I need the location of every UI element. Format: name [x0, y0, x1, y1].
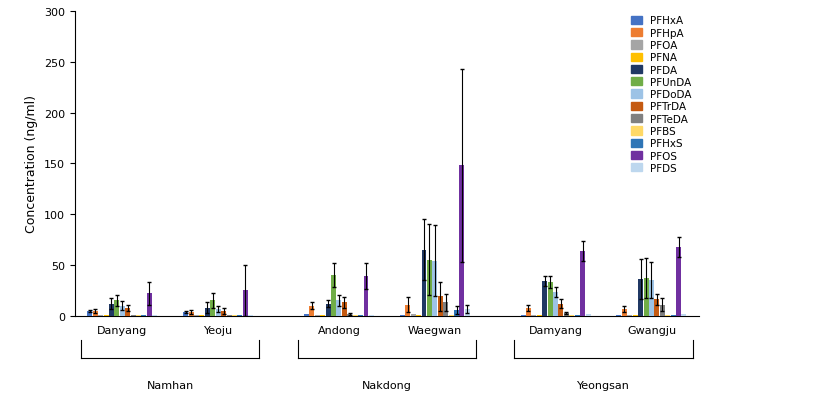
Bar	[660, 305, 665, 316]
Bar	[671, 315, 676, 316]
Bar	[347, 314, 352, 316]
Bar	[681, 314, 686, 316]
Bar	[342, 303, 347, 316]
Bar	[226, 315, 231, 316]
Bar	[666, 315, 671, 316]
Bar	[243, 291, 248, 316]
Bar	[320, 315, 325, 316]
Bar	[232, 315, 237, 316]
Bar	[136, 315, 141, 316]
Bar	[521, 315, 526, 316]
Bar	[433, 261, 438, 316]
Bar	[210, 301, 215, 316]
Bar	[125, 308, 130, 316]
Bar	[617, 315, 622, 316]
Text: Yeongsan: Yeongsan	[577, 380, 630, 390]
Bar	[336, 301, 341, 316]
Bar	[558, 304, 563, 316]
Bar	[644, 279, 649, 316]
Bar	[369, 315, 374, 316]
Bar	[87, 311, 92, 316]
Bar	[331, 275, 336, 316]
Bar	[147, 294, 152, 316]
Bar	[304, 314, 309, 316]
Bar	[553, 292, 558, 316]
Bar	[575, 315, 580, 316]
Bar	[649, 280, 654, 316]
Bar	[364, 276, 369, 316]
Bar	[358, 315, 363, 316]
Bar	[537, 315, 542, 316]
Bar	[622, 309, 626, 316]
Bar	[314, 315, 319, 316]
Bar	[200, 315, 205, 316]
Bar	[676, 247, 681, 316]
Bar	[353, 315, 358, 316]
Bar	[194, 315, 199, 316]
Bar	[427, 260, 432, 316]
Bar	[98, 315, 103, 316]
Bar	[400, 315, 405, 316]
Bar	[638, 279, 643, 316]
Bar	[627, 315, 632, 316]
Bar	[152, 315, 157, 316]
Bar	[416, 315, 421, 316]
Bar	[443, 303, 448, 316]
Bar	[655, 300, 660, 316]
Y-axis label: Concentration (ng/ml): Concentration (ng/ml)	[26, 95, 38, 233]
Text: Nakdong: Nakdong	[362, 380, 412, 390]
Bar	[405, 305, 410, 316]
Bar	[215, 309, 220, 316]
Bar	[411, 314, 416, 316]
Bar	[237, 315, 242, 316]
Bar	[92, 311, 97, 316]
Bar	[526, 308, 531, 316]
Bar	[325, 304, 330, 316]
Bar	[183, 312, 188, 316]
Bar	[103, 315, 108, 316]
Bar	[586, 314, 591, 316]
Bar	[448, 315, 453, 316]
Bar	[114, 301, 119, 316]
Bar	[422, 250, 427, 316]
Bar	[141, 315, 146, 316]
Bar	[120, 306, 125, 316]
Bar	[569, 315, 574, 316]
Bar	[189, 312, 194, 316]
Bar	[580, 251, 585, 316]
Bar	[547, 283, 552, 316]
Bar	[532, 315, 537, 316]
Bar	[131, 315, 136, 316]
Bar	[542, 281, 547, 316]
Text: Namhan: Namhan	[146, 380, 194, 390]
Legend: PFHxA, PFHpA, PFOA, PFNA, PFDA, PFUnDA, PFDoDA, PFTrDA, PFTeDA, PFBS, PFHxS, PFO: PFHxA, PFHpA, PFOA, PFNA, PFDA, PFUnDA, …	[629, 14, 694, 176]
Bar	[310, 306, 314, 316]
Bar	[633, 315, 638, 316]
Bar	[459, 166, 464, 316]
Bar	[438, 296, 443, 316]
Bar	[205, 308, 210, 316]
Bar	[454, 310, 459, 316]
Bar	[248, 315, 253, 316]
Bar	[221, 311, 226, 316]
Bar	[564, 313, 569, 316]
Bar	[465, 309, 470, 316]
Bar	[109, 304, 114, 316]
